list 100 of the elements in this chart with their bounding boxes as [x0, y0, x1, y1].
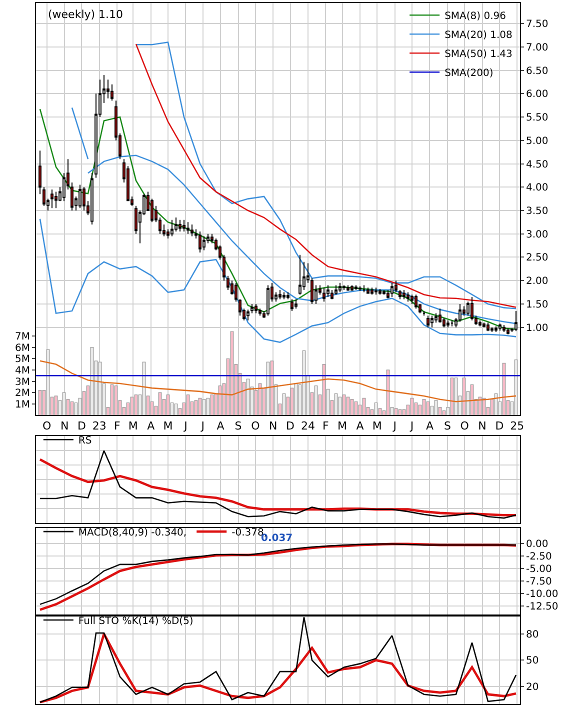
candlestick [426, 315, 430, 328]
candlestick [514, 310, 518, 332]
y-tick-label: 6.00 [526, 89, 548, 100]
y-tick-label: 2.50 [526, 252, 548, 264]
candlestick [402, 289, 406, 300]
candlestick [174, 217, 178, 232]
x-tick-label: J [409, 419, 414, 432]
y-tick-label: 50 [526, 656, 539, 667]
candlestick [178, 219, 182, 232]
candlestick [202, 236, 206, 251]
candlestick [374, 287, 378, 296]
series-label: MACD(8,40,9) -0.340, [78, 527, 187, 538]
x-tick-label: F [322, 419, 329, 432]
candlestick [506, 328, 510, 335]
candlestick [430, 315, 434, 328]
candlestick [406, 292, 410, 302]
x-tick-label: S [444, 419, 451, 432]
y-tick-label: -12.50 [526, 601, 558, 612]
x-tick-label: J [392, 419, 396, 432]
candlestick [258, 308, 262, 316]
x-tick-label: 23 [92, 419, 106, 432]
x-tick-label: A [356, 419, 364, 432]
x-tick-label: M [372, 419, 382, 432]
candlestick [490, 326, 494, 332]
candlestick [470, 296, 474, 321]
y-tick-label: 3.00 [526, 229, 548, 240]
y-tick-label: 7.00 [526, 42, 548, 54]
x-tick-label: F [114, 419, 120, 432]
candlestick [190, 224, 194, 237]
candlestick [38, 150, 42, 195]
candlestick [438, 308, 442, 324]
candlestick [394, 280, 398, 293]
y-tick-label: 3.50 [526, 206, 548, 217]
candlestick [446, 320, 450, 328]
candlestick [342, 284, 346, 290]
candlestick [298, 254, 302, 296]
candlestick [466, 301, 470, 316]
candlestick [182, 219, 186, 232]
x-tick-label: O [460, 419, 470, 432]
candlestick [398, 289, 402, 300]
candlestick [50, 188, 54, 209]
candlestick [70, 182, 74, 211]
candlestick [254, 303, 258, 314]
y-tick-label: 80 [526, 629, 539, 640]
x-tick-label: J [183, 419, 188, 432]
candlestick [434, 312, 438, 324]
candlestick [366, 287, 370, 294]
x-tick-label: D [286, 419, 295, 432]
candlestick [382, 289, 386, 296]
candlestick [410, 294, 414, 304]
x-tick-label: J [200, 419, 204, 432]
y-tick-label: -10.00 [526, 588, 558, 600]
candlestick [78, 184, 82, 209]
candlestick [198, 231, 202, 254]
y-tick-label: -7.50 [526, 576, 552, 588]
y-tick-label: 7.50 [526, 19, 548, 30]
y-tick-label: 4.50 [526, 159, 548, 170]
candlestick [326, 284, 330, 298]
y-tick-label: 2M [15, 388, 30, 400]
y-tick-label: 5.50 [526, 112, 548, 124]
candlestick [378, 288, 382, 296]
candlestick [42, 186, 46, 206]
x-tick-label: M [163, 419, 173, 432]
candlestick [322, 287, 326, 302]
candlestick [226, 275, 230, 290]
x-tick-label: M [128, 419, 138, 432]
candlestick [290, 298, 294, 312]
y-tick-label: 7M [15, 332, 30, 343]
y-tick-label: 2.00 [526, 276, 548, 288]
candlestick [414, 294, 418, 310]
line-series [39, 108, 517, 330]
y-tick-label: 1.00 [526, 322, 548, 334]
y-tick-label: 1.50 [526, 299, 548, 310]
candlestick [338, 282, 342, 293]
y-tick-label: 3M [15, 376, 30, 388]
candlestick [450, 320, 454, 327]
x-tick-label: A [216, 419, 225, 432]
candlestick [266, 284, 270, 316]
candlestick [362, 284, 366, 293]
legend-label: SMA(200) [444, 68, 494, 79]
x-tick-label: N [60, 419, 69, 432]
candlestick [54, 191, 58, 209]
candlestick [494, 326, 498, 332]
candlestick [486, 322, 490, 332]
y-tick-label: 5.00 [526, 136, 548, 147]
x-tick-label: 24 [301, 419, 315, 432]
y-tick-label: 1M [15, 399, 30, 410]
x-tick-label: M [338, 419, 348, 432]
candlestick [330, 289, 334, 300]
y-tick-label: 20 [526, 682, 539, 693]
candlestick [390, 282, 394, 298]
line-series [38, 632, 518, 704]
y-tick-label: 6M [15, 342, 30, 354]
candlestick [186, 222, 190, 234]
candlestick [334, 284, 338, 296]
candlestick [482, 322, 486, 328]
candlestick [370, 287, 374, 296]
y-tick-label: -2.50 [526, 551, 552, 562]
line-series [39, 218, 517, 343]
candlestick [350, 284, 354, 292]
